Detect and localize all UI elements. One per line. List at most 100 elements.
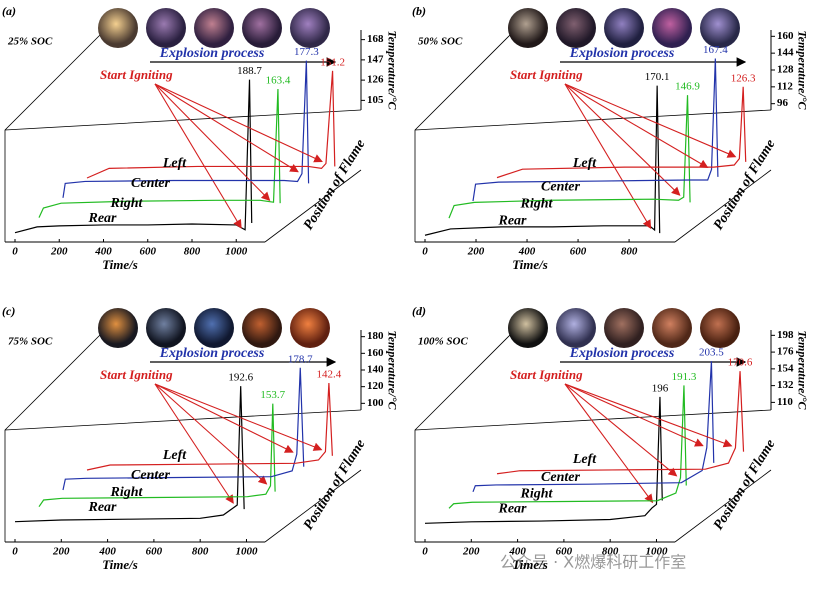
soc-label: 25% SOC (7, 36, 53, 48)
y-tick-label: 96 (777, 97, 789, 109)
peak-label: 163.4 (266, 75, 291, 87)
series-line (62, 60, 310, 198)
peak-label: 191.3 (672, 371, 697, 383)
x-tick-label: 0 (12, 246, 18, 258)
y-tick-label: 180 (367, 330, 384, 342)
y-tick-label: 147 (367, 53, 384, 65)
x-axis-label: Time/s (512, 557, 548, 572)
frame (414, 334, 772, 542)
x-tick-label: 200 (52, 546, 70, 558)
y-tick-label: 132 (777, 379, 794, 391)
y-tick-label: 110 (777, 396, 793, 408)
x-tick-label: 600 (556, 546, 573, 558)
flame-photo (146, 8, 186, 48)
y-axis-label: Temperature/°C (385, 330, 399, 410)
flame-photo (508, 8, 548, 48)
panel: 0 200 400 600 800 1000 Time/s 110 132 154 176 198 Te… (412, 304, 809, 572)
x-axis-label: Time/s (102, 257, 138, 272)
frame (4, 34, 362, 242)
series-line (86, 70, 336, 179)
panel: 0 200 400 600 800 Time/s 96 112 128 144 160 Tempera… (412, 4, 809, 272)
peak-label: 188.7 (237, 65, 262, 77)
x-tick-label: 600 (139, 246, 156, 258)
x-axis-label: Time/s (102, 557, 138, 572)
soc-label: 100% SOC (418, 336, 468, 348)
soc-label: 50% SOC (418, 36, 463, 48)
panel-label: (a) (2, 4, 16, 18)
x-tick-label: 1000 (645, 546, 668, 558)
y-tick-label: 120 (367, 380, 384, 392)
ignite-arrow (564, 83, 737, 158)
peak-label: 196 (652, 382, 669, 394)
series-line (14, 386, 245, 523)
series-name: Right (110, 485, 144, 500)
y-tick-label: 160 (367, 347, 384, 359)
explosion-label: Explosion process (569, 346, 675, 361)
series-line (496, 371, 745, 475)
flame-photo (98, 308, 138, 348)
x-tick-label: 0 (12, 546, 18, 558)
series-name: Center (131, 468, 170, 483)
series-name: Right (110, 196, 144, 211)
watermark: 公众号 · X燃爆科研工作室 (500, 553, 686, 572)
y-tick-label: 100 (367, 397, 384, 409)
panel-label: (d) (412, 304, 426, 318)
series-name: Left (162, 156, 187, 171)
y-tick-label: 154 (777, 362, 794, 374)
x-tick-label: 200 (50, 246, 68, 258)
series-line (424, 85, 661, 236)
peak-label: 203.5 (699, 347, 724, 359)
frame (264, 169, 362, 243)
series-line (448, 95, 691, 219)
ignite-arrow (564, 83, 652, 229)
series-name: Center (131, 176, 170, 191)
peak-label: 167.4 (703, 44, 728, 56)
series-name: Rear (498, 213, 528, 228)
y-tick-label: 112 (777, 80, 793, 92)
z-axis-label: Position of Flame (301, 437, 369, 533)
series-line (86, 382, 333, 471)
x-tick-label: 400 (98, 546, 116, 558)
y-tick-label: 176 (777, 346, 794, 358)
flame-photo (290, 8, 330, 48)
ignite-arrow (154, 83, 323, 163)
y-tick-label: 168 (367, 33, 384, 45)
ignite-arrow (564, 383, 733, 448)
series-line (14, 79, 253, 234)
y-axis-label: Temperature/°C (795, 30, 809, 110)
peak-label: 142.4 (317, 369, 342, 381)
flame-photo (652, 8, 692, 48)
x-tick-label: 1000 (235, 546, 258, 558)
frame (414, 34, 772, 242)
x-tick-label: 400 (508, 546, 526, 558)
ignite-label: Start Igniting (100, 367, 173, 382)
peak-label: 170.1 (645, 71, 670, 83)
peak-label: 146.9 (675, 81, 700, 93)
ignite-arrow (564, 383, 678, 477)
y-tick-label: 144 (777, 47, 794, 59)
x-tick-label: 1000 (225, 246, 248, 258)
frame (674, 469, 772, 543)
series-name: Left (162, 448, 187, 463)
x-tick-label: 600 (146, 546, 163, 558)
flame-photo (146, 308, 186, 348)
series-line (472, 58, 719, 202)
ignite-arrow (154, 83, 299, 173)
series-line (38, 89, 281, 218)
x-tick-label: 400 (94, 246, 112, 258)
ignite-label: Start Igniting (510, 67, 583, 82)
ignite-arrow (154, 383, 323, 451)
series-name: Rear (88, 500, 118, 515)
peak-label: 153.7 (260, 389, 285, 401)
panel: 0 200 400 600 800 1000 Time/s 100 120 140 160 180 Te… (2, 304, 399, 572)
y-axis-label: Temperature/°C (385, 30, 399, 110)
panel-label: (b) (412, 4, 426, 18)
panel: 0 200 400 600 800 1000 Time/s 105 126 147 168 Tempe… (2, 4, 399, 272)
y-tick-label: 105 (367, 94, 384, 106)
x-tick-label: 200 (467, 246, 485, 258)
x-tick-label: 800 (602, 546, 619, 558)
z-axis-label: Position of Flame (711, 437, 779, 533)
series-name: Right (520, 196, 554, 211)
series-line (424, 396, 663, 524)
peak-label: 178.7 (288, 353, 313, 365)
